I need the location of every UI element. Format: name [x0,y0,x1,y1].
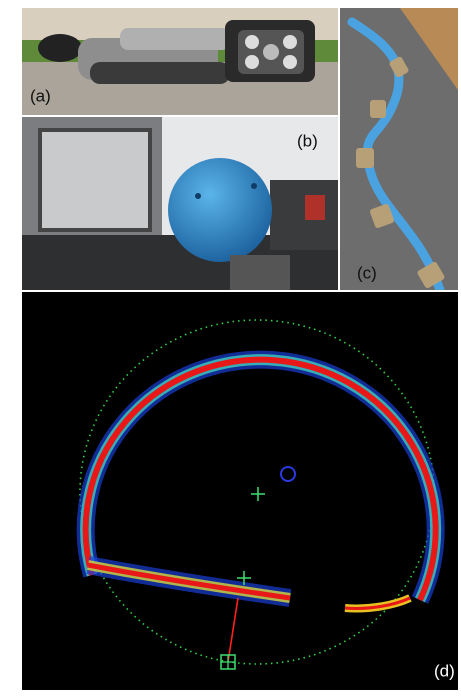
panel-d [22,292,458,690]
panel-a [22,8,338,115]
panel-label: (d) [434,661,455,680]
panel-c [340,8,458,290]
panel-b [22,117,338,290]
panel-label: (c) [357,263,377,282]
panel-label: (b) [297,131,318,150]
panel-label: (a) [30,86,51,105]
figure: (a) (b) (c) [0,0,461,697]
